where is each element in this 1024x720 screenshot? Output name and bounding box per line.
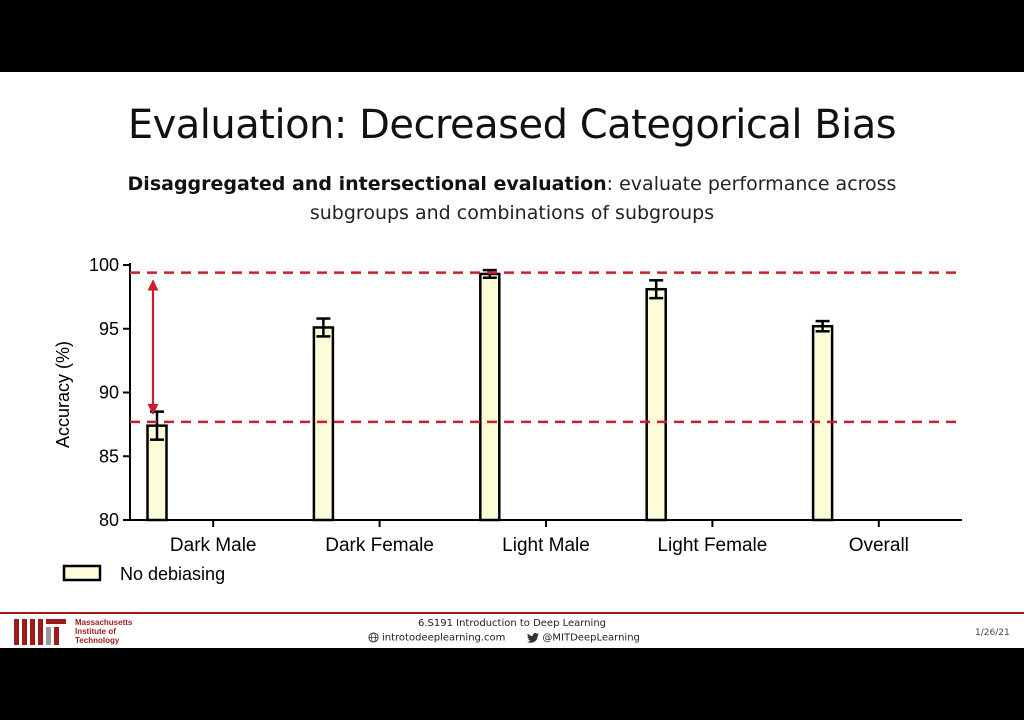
institution-line: Institute of [75, 627, 116, 636]
twitter-icon [527, 632, 540, 643]
bar [312, 326, 335, 522]
y-tick-label: 80 [99, 510, 119, 530]
bar [479, 272, 501, 522]
y-axis-label: Accuracy (%) [53, 341, 73, 448]
twitter-handle[interactable]: @MITDeepLearning [542, 632, 640, 644]
y-tick-label: 100 [89, 255, 119, 275]
institution-name: Massachusetts Institute of Technology [75, 618, 132, 645]
x-tick-label: Dark Female [325, 535, 434, 556]
slide-subtitle: Disaggregated and intersectional evaluat… [90, 170, 934, 228]
institution-line: Technology [75, 636, 120, 645]
slide-date: 1/26/21 [975, 628, 1010, 638]
footer-divider [0, 612, 1024, 614]
website-link[interactable]: introtodeeplearning.com [382, 632, 506, 644]
course-title: 6.S191 Introduction to Deep Learning [417, 618, 607, 629]
x-tick-label: Overall [849, 535, 909, 556]
y-tick-label: 95 [99, 319, 119, 339]
legend-label: No debiasing [120, 564, 225, 584]
x-tick-label: Light Male [502, 535, 590, 556]
y-tick-label: 85 [99, 446, 119, 466]
globe-icon [368, 632, 379, 643]
accuracy-bar-chart: 80 85 90 95 100 Accuracy (%) Dark Male Dark Fem… [53, 255, 962, 584]
legend-swatch [62, 564, 102, 582]
subtitle-rest: : evaluate performance across subgroups … [309, 173, 897, 224]
mit-logo [14, 619, 66, 645]
x-tick-label: Dark Male [170, 535, 257, 556]
bar [811, 324, 834, 522]
slide: Evaluation: Decreased Categorical Bias D… [0, 72, 1024, 648]
x-tick-label: Light Female [657, 535, 767, 556]
y-tick-label: 90 [99, 383, 119, 403]
institution-line: Massachusetts [75, 618, 133, 627]
bar [645, 287, 667, 522]
subtitle-bold: Disaggregated and intersectional evaluat… [127, 173, 607, 195]
course-links: introtodeeplearning.com @MITDeepLearning [368, 632, 640, 644]
slide-title: Evaluation: Decreased Categorical Bias [127, 102, 897, 148]
